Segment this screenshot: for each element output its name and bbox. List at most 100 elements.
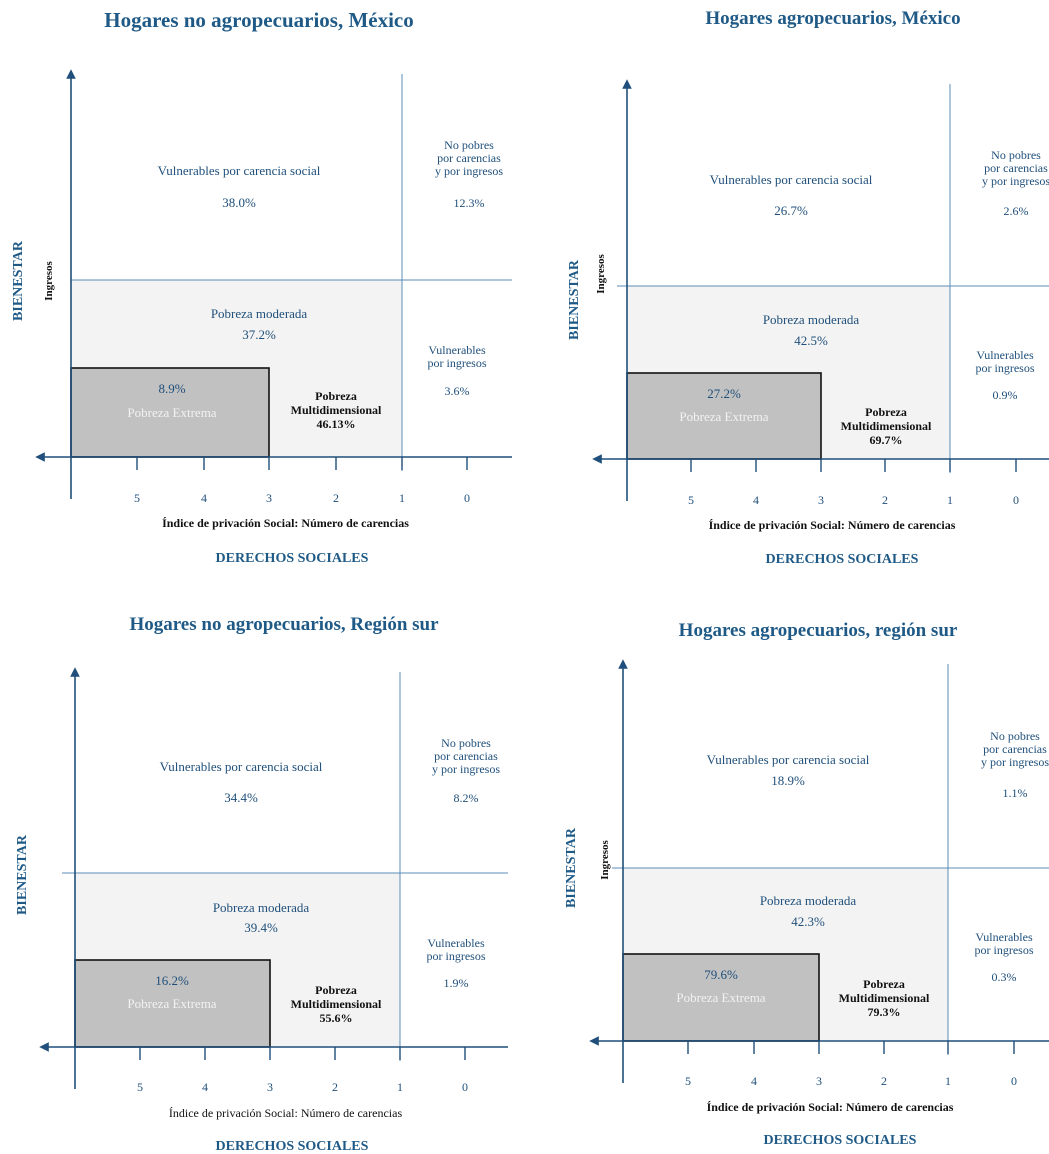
pobreza-multidimensional-label-line-2: Multidimensional	[839, 991, 930, 1005]
y-axis-title: BIENESTAR	[15, 834, 30, 915]
pobreza-extrema-label: Pobreza Extrema	[127, 405, 216, 420]
panel-4: Hogares agropecuarios, región sur 5 4 3 2 1 0 Í…	[564, 620, 1049, 1148]
vulnerables-ingresos-label-line-2: por ingresos	[427, 949, 486, 963]
pobreza-multidimensional-value: 55.6%	[320, 1011, 353, 1025]
pobreza-extrema-label: Pobreza Extrema	[679, 409, 768, 424]
no-pobres-label-line-1: No pobres	[444, 138, 494, 152]
panel-3: Hogares no agropecuarios, Región sur 5 4 3 2…	[15, 614, 508, 1154]
vulnerables-carencia-value: 26.7%	[774, 203, 808, 218]
y-axis-title: BIENESTAR	[11, 240, 26, 321]
x-tick-label: 5	[688, 493, 694, 507]
x-tick-label: 2	[332, 1080, 338, 1094]
pobreza-multidimensional-label-line-2: Multidimensional	[291, 403, 382, 417]
y-axis-label: Ingresos	[43, 261, 55, 301]
pobreza-multidimensional-value: 69.7%	[870, 433, 903, 447]
pobreza-multidimensional-label-line-1: Pobreza	[865, 405, 907, 419]
no-pobres-label-line-1: No pobres	[991, 148, 1041, 162]
extreme-poverty-box	[70, 367, 270, 458]
x-tick-label: 2	[882, 493, 888, 507]
pobreza-multidimensional-value: 46.13%	[317, 417, 356, 431]
no-pobres-label-line-2: por carencias	[434, 749, 498, 763]
x-tick-label: 2	[881, 1074, 887, 1088]
pobreza-extrema-value: 16.2%	[155, 973, 189, 988]
y-axis-title: BIENESTAR	[564, 827, 579, 908]
x-tick-label: 3	[267, 1080, 273, 1094]
vulnerables-ingresos-value: 0.3%	[992, 970, 1017, 984]
no-pobres-label-line-2: por carencias	[984, 161, 1048, 175]
no-pobres-label-line-1: No pobres	[990, 729, 1040, 743]
x-tick-label: 0	[462, 1080, 468, 1094]
no-pobres-label-line-2: por carencias	[983, 742, 1047, 756]
panel-title: Hogares no agropecuarios, Región sur	[129, 614, 439, 635]
x-axis-title: DERECHOS SOCIALES	[216, 1139, 369, 1154]
vulnerables-ingresos-label-line-1: Vulnerables	[975, 930, 1033, 944]
x-tick-label: 5	[134, 491, 140, 505]
pobreza-extrema-value: 79.6%	[704, 967, 738, 982]
panel-title: Hogares no agropecuarios, México	[104, 8, 414, 32]
x-tick-label: 4	[751, 1074, 757, 1088]
x-tick-label: 4	[753, 493, 759, 507]
pobreza-multidimensional-label-line-2: Multidimensional	[291, 997, 382, 1011]
no-pobres-value: 2.6%	[1004, 204, 1029, 218]
x-tick-label: 2	[333, 491, 339, 505]
vulnerables-ingresos-label-line-1: Vulnerables	[428, 343, 486, 357]
vulnerables-carencia-label: Vulnerables por carencia social	[158, 163, 321, 178]
x-tick-label: 4	[201, 491, 207, 505]
no-pobres-value: 8.2%	[454, 791, 479, 805]
y-axis-label: Ingresos	[595, 254, 607, 294]
x-tick-label: 1	[947, 493, 953, 507]
vulnerables-ingresos-value: 0.9%	[993, 388, 1018, 402]
pobreza-extrema-label: Pobreza Extrema	[676, 990, 765, 1005]
no-pobres-label-line-3: y por ingresos	[432, 762, 500, 776]
x-tick-label: 0	[464, 491, 470, 505]
pobreza-multidimensional-label-line-1: Pobreza	[863, 977, 905, 991]
pobreza-multidimensional-label-line-2: Multidimensional	[841, 419, 932, 433]
vulnerables-carencia-value: 34.4%	[224, 790, 258, 805]
x-axis-label: Índice de privación Social: Número de ca…	[709, 518, 956, 532]
x-tick-label: 1	[397, 1080, 403, 1094]
pobreza-moderada-value: 42.3%	[791, 914, 825, 929]
no-pobres-label-line-2: por carencias	[437, 151, 501, 165]
pobreza-multidimensional-value: 79.3%	[868, 1005, 901, 1019]
pobreza-moderada-value: 37.2%	[242, 327, 276, 342]
pobreza-moderada-value: 42.5%	[794, 333, 828, 348]
x-tick-label: 4	[202, 1080, 208, 1094]
x-tick-label: 3	[266, 491, 272, 505]
vulnerables-carencia-label: Vulnerables por carencia social	[710, 172, 873, 187]
x-axis-title: DERECHOS SOCIALES	[764, 1133, 917, 1148]
x-tick-label: 0	[1011, 1074, 1017, 1088]
x-tick-label: 5	[137, 1080, 143, 1094]
no-pobres-label-line-1: No pobres	[441, 736, 491, 750]
extreme-poverty-box	[622, 953, 820, 1042]
vulnerables-ingresos-label-line-1: Vulnerables	[427, 936, 485, 950]
vulnerables-ingresos-label-line-2: por ingresos	[976, 361, 1035, 375]
y-axis-label: Ingresos	[599, 840, 611, 880]
vulnerables-carencia-value: 38.0%	[222, 195, 256, 210]
pobreza-moderada-label: Pobreza moderada	[213, 900, 310, 915]
panel-1: Hogares no agropecuarios, México 5 4 3 2 1 0 Ín…	[11, 8, 512, 566]
panel-title: Hogares agropecuarios, región sur	[679, 620, 958, 641]
panel-title: Hogares agropecuarios, México	[705, 8, 960, 29]
y-axis-title: BIENESTAR	[567, 259, 582, 340]
x-axis-label: Índice de privación Social: Número de ca…	[169, 1106, 403, 1120]
x-tick-label: 3	[816, 1074, 822, 1088]
x-axis-title: DERECHOS SOCIALES	[216, 551, 369, 566]
x-axis-label: Índice de privación Social: Número de ca…	[162, 516, 409, 530]
x-tick-label: 3	[818, 493, 824, 507]
vulnerables-ingresos-label-line-2: por ingresos	[428, 356, 487, 370]
x-axis-title: DERECHOS SOCIALES	[766, 552, 919, 567]
pobreza-multidimensional-label-line-1: Pobreza	[315, 389, 357, 403]
x-tick-label: 5	[685, 1074, 691, 1088]
vulnerables-ingresos-value: 3.6%	[445, 384, 470, 398]
pobreza-extrema-value: 8.9%	[158, 381, 185, 396]
vulnerables-carencia-label: Vulnerables por carencia social	[707, 752, 870, 767]
x-tick-label: 0	[1013, 493, 1019, 507]
vulnerables-ingresos-label-line-2: por ingresos	[975, 943, 1034, 957]
vulnerables-carencia-value: 18.9%	[771, 773, 805, 788]
pobreza-moderada-value: 39.4%	[244, 920, 278, 935]
pobreza-moderada-label: Pobreza moderada	[211, 306, 308, 321]
pobreza-moderada-label: Pobreza moderada	[763, 312, 860, 327]
no-pobres-label-line-3: y por ingresos	[982, 174, 1049, 188]
